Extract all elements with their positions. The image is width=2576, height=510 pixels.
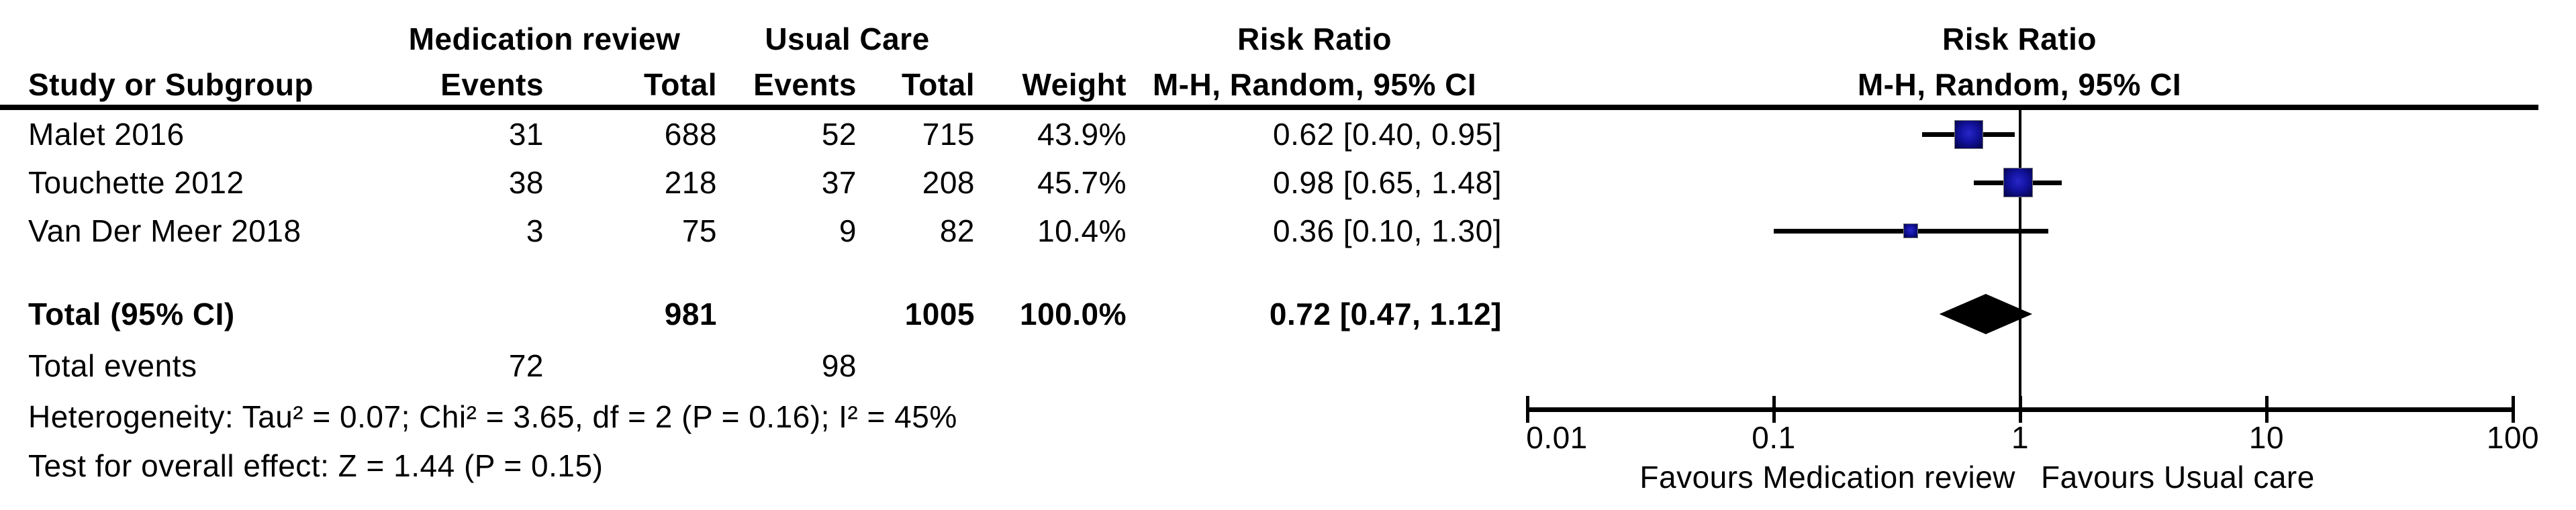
axis-tick bbox=[1772, 396, 1776, 423]
total-weight: 100.0% bbox=[1019, 297, 1127, 332]
null-effect-line bbox=[2019, 110, 2021, 411]
study-name: Malet 2016 bbox=[28, 117, 185, 152]
effect-square bbox=[1904, 224, 1918, 238]
rr-ci-cell: 0.36 [0.10, 1.30] bbox=[1273, 213, 1502, 248]
total2-cell: 208 bbox=[922, 165, 975, 200]
heterogeneity-row: Heterogeneity: Tau² = 0.07; Chi² = 3.65,… bbox=[0, 393, 2576, 441]
header-events1: Events bbox=[440, 67, 544, 102]
header-rule bbox=[0, 105, 2538, 110]
total-events-control: 98 bbox=[821, 348, 857, 383]
axis-tick-label: 10 bbox=[2248, 420, 2285, 455]
rr-ci-cell: 0.62 [0.40, 0.95] bbox=[1273, 117, 1502, 152]
header-rr-plot-line2: M-H, Random, 95% CI bbox=[1857, 67, 2182, 102]
events1-cell: 38 bbox=[508, 165, 544, 200]
total-label: Total (95% CI) bbox=[28, 297, 235, 332]
table-row: Malet 2016 31 688 52 715 43.9% 0.62 [0.4… bbox=[0, 110, 2576, 158]
overall-effect-row: Test for overall effect: Z = 1.44 (P = 0… bbox=[0, 442, 2576, 490]
header-study: Study or Subgroup bbox=[28, 67, 314, 102]
header-total2: Total bbox=[902, 67, 975, 102]
axis-tick-label: 0.01 bbox=[1526, 420, 1588, 455]
rr-ci-cell: 0.98 [0.65, 1.48] bbox=[1273, 165, 1502, 200]
heterogeneity-text: Heterogeneity: Tau² = 0.07; Chi² = 3.65,… bbox=[28, 399, 957, 434]
header-rr-plot-line1: Risk Ratio bbox=[1942, 21, 2097, 56]
total-events-row: Total events 72 98 bbox=[0, 342, 2576, 390]
header-group-treatment: Medication review bbox=[408, 21, 681, 56]
total-events-label: Total events bbox=[28, 348, 197, 383]
axis-tick-label: 0.1 bbox=[1752, 420, 1796, 455]
total1-cell: 75 bbox=[681, 213, 717, 248]
axis-tick bbox=[2265, 396, 2269, 423]
events1-cell: 3 bbox=[526, 213, 544, 248]
total-n-treatment: 981 bbox=[664, 297, 717, 332]
events2-cell: 9 bbox=[839, 213, 857, 248]
header-group-control: Usual Care bbox=[765, 21, 930, 56]
axis-tick-label: 100 bbox=[2486, 420, 2540, 455]
total1-cell: 218 bbox=[664, 165, 717, 200]
header-rr-text-line2: M-H, Random, 95% CI bbox=[1152, 67, 1477, 102]
total1-cell: 688 bbox=[664, 117, 717, 152]
header-row-columns: Study or Subgroup Events Total Events To… bbox=[0, 60, 2576, 109]
study-name: Van Der Meer 2018 bbox=[28, 213, 301, 248]
table-row: Touchette 2012 38 218 37 208 45.7% 0.98 … bbox=[0, 158, 2576, 207]
effect-square bbox=[2003, 168, 2032, 197]
events1-cell: 31 bbox=[508, 117, 544, 152]
favours-row: Favours Medication review Favours Usual … bbox=[0, 453, 2576, 501]
axis-tick-label: 1 bbox=[2011, 420, 2030, 455]
axis-tick bbox=[1526, 396, 1529, 423]
total-row: Total (95% CI) 981 1005 100.0% 0.72 [0.4… bbox=[0, 290, 2576, 338]
overall-effect-text: Test for overall effect: Z = 1.44 (P = 0… bbox=[28, 448, 604, 483]
table-row: Van Der Meer 2018 3 75 9 82 10.4% 0.36 [… bbox=[0, 207, 2576, 255]
total-events-treatment: 72 bbox=[508, 348, 544, 383]
total2-cell: 715 bbox=[922, 117, 975, 152]
axis-tick bbox=[2512, 396, 2515, 423]
total-n-control: 1005 bbox=[904, 297, 975, 332]
weight-cell: 43.9% bbox=[1037, 117, 1127, 152]
favours-left-label: Favours Medication review bbox=[1639, 460, 2015, 495]
total2-cell: 82 bbox=[939, 213, 975, 248]
header-weight: Weight bbox=[1022, 67, 1127, 102]
header-total1: Total bbox=[644, 67, 717, 102]
effect-square bbox=[1955, 120, 1983, 148]
favours-right-label: Favours Usual care bbox=[2041, 460, 2315, 495]
study-name: Touchette 2012 bbox=[28, 165, 244, 200]
weight-cell: 10.4% bbox=[1037, 213, 1127, 248]
events2-cell: 37 bbox=[821, 165, 857, 200]
header-row-groups: Medication review Usual Care Risk Ratio … bbox=[0, 15, 2576, 63]
total-rr-ci: 0.72 [0.47, 1.12] bbox=[1269, 297, 1502, 332]
header-rr-text-line1: Risk Ratio bbox=[1237, 21, 1392, 56]
events2-cell: 52 bbox=[821, 117, 857, 152]
header-events2: Events bbox=[753, 67, 857, 102]
weight-cell: 45.7% bbox=[1037, 165, 1127, 200]
axis-tick bbox=[2019, 396, 2022, 423]
